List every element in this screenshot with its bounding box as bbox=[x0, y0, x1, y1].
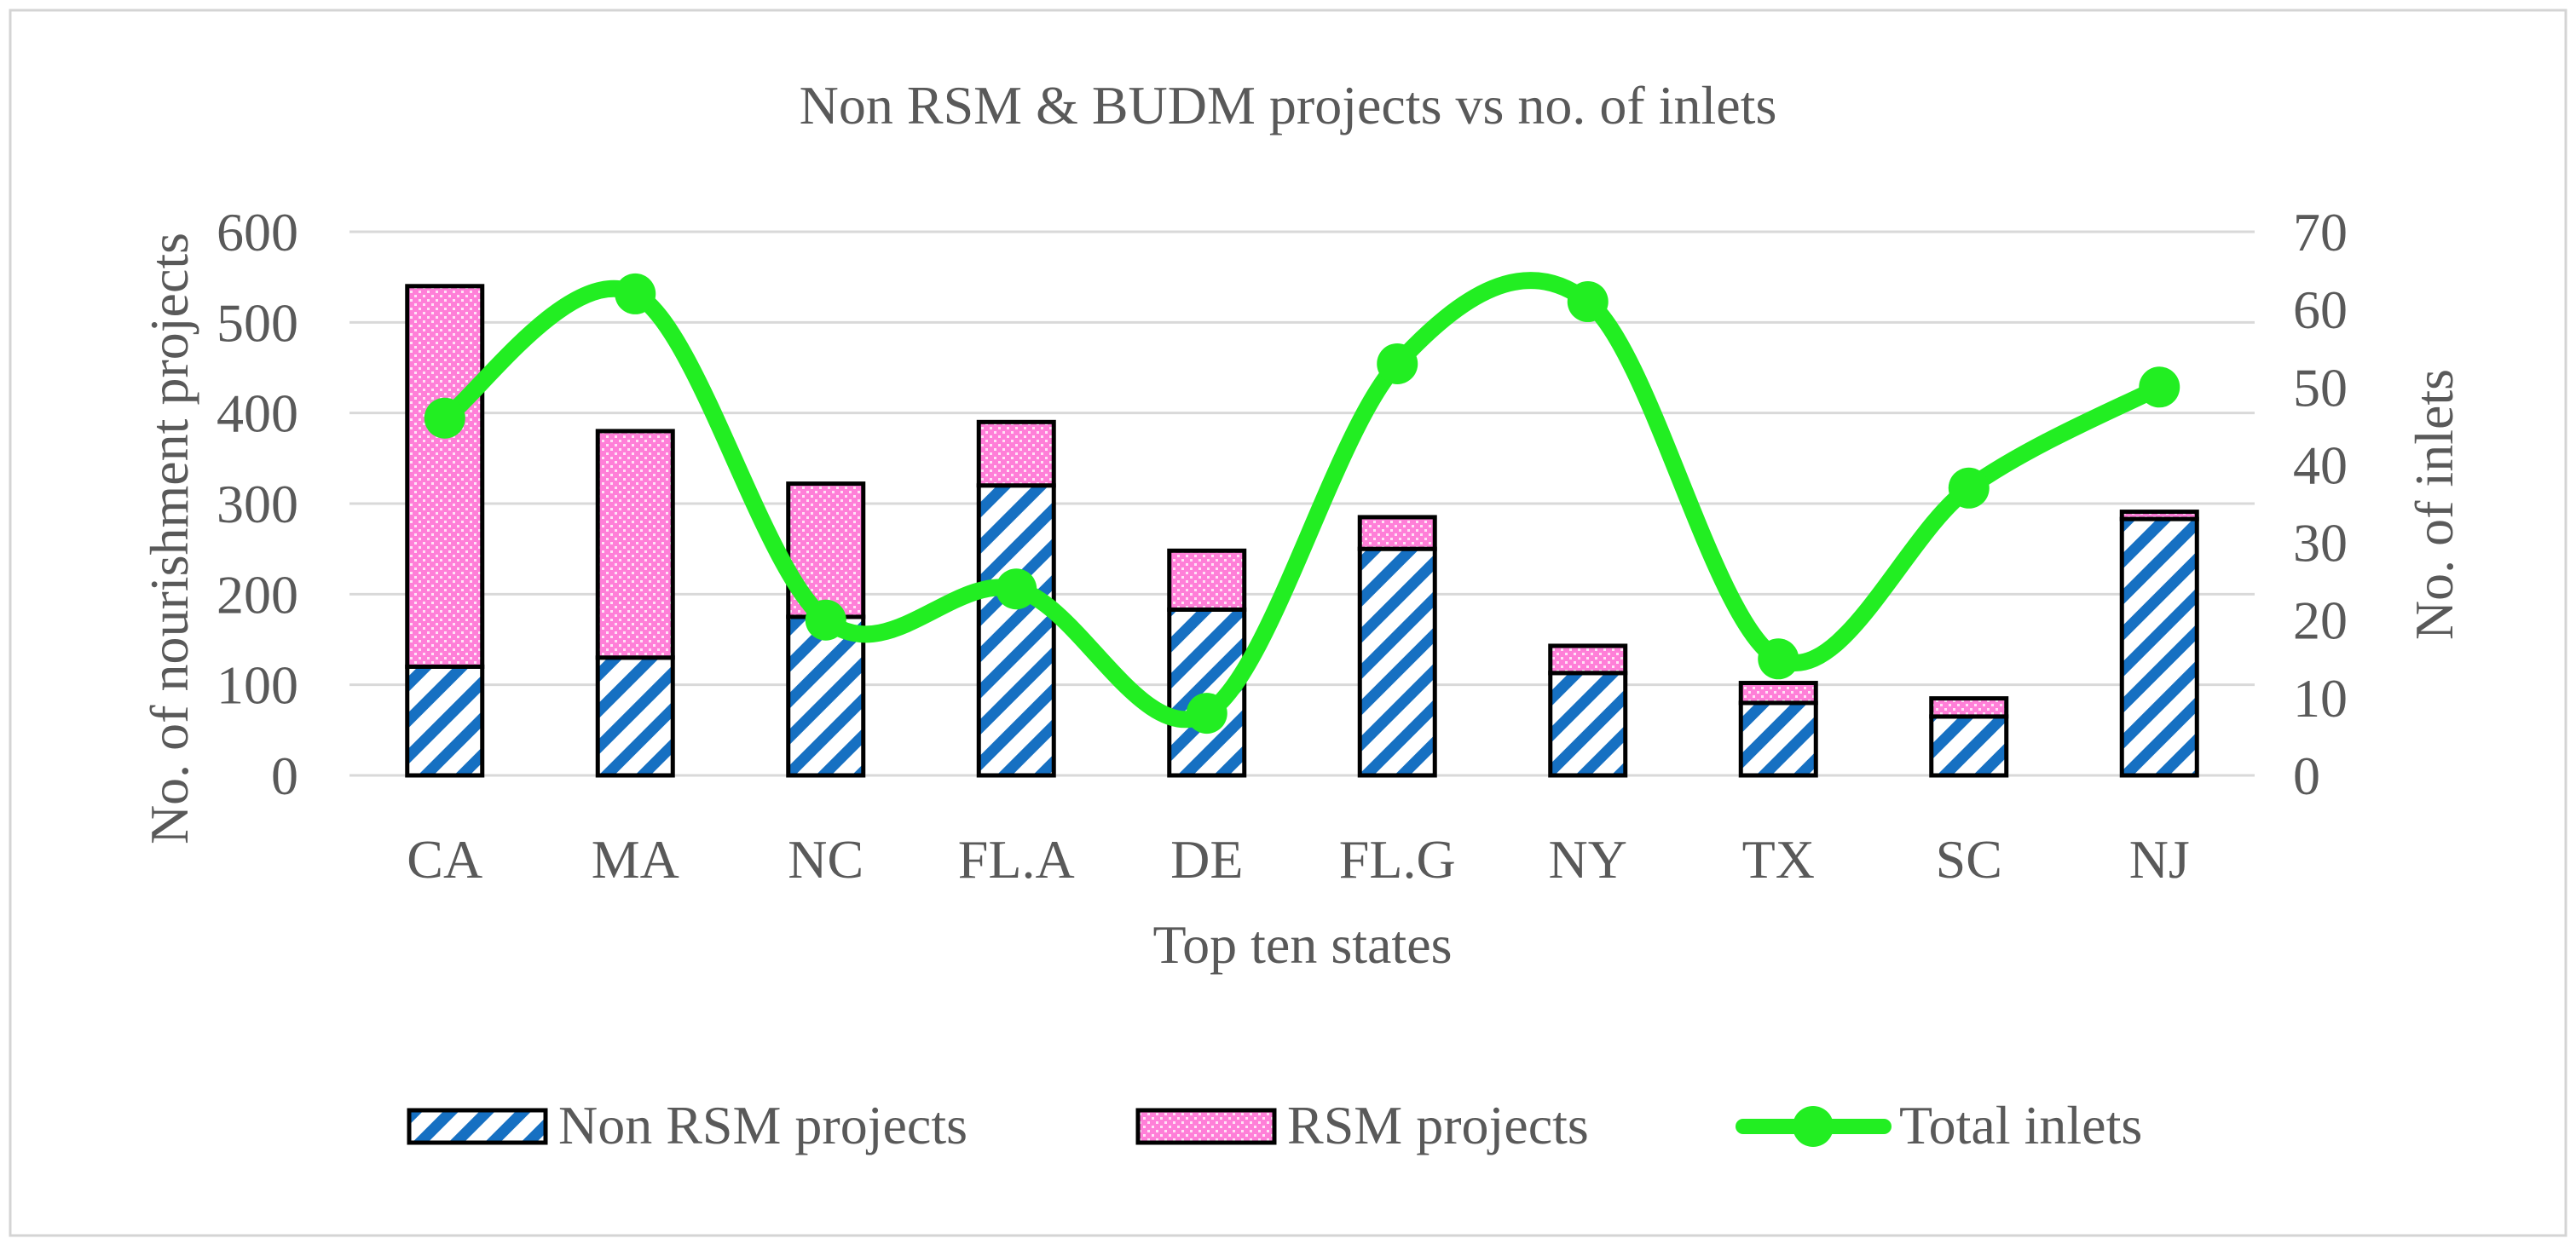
bar-non-rsm-ca bbox=[405, 664, 485, 778]
x-tick-label: MA bbox=[592, 829, 679, 890]
bar-rsm-tx bbox=[1738, 681, 1818, 706]
y2-axis-label: No. of inlets bbox=[2404, 369, 2464, 640]
x-tick-label: NY bbox=[1549, 829, 1627, 890]
x-tick-label: FL.G bbox=[1339, 829, 1456, 890]
x-axis-ticks: CA MA NC FL.A DE FL.G NY TX SC NJ bbox=[407, 829, 2190, 890]
y-tick-label: 300 bbox=[217, 474, 298, 534]
y2-tick-label: 10 bbox=[2293, 668, 2348, 729]
y-tick-label: 200 bbox=[217, 564, 298, 625]
y2-tick-label: 0 bbox=[2293, 746, 2320, 806]
total-inlets-point-ca bbox=[424, 397, 465, 439]
bar-rsm-ny bbox=[1548, 643, 1628, 676]
bar-rsm-de bbox=[1167, 548, 1247, 612]
bar-non-rsm-fla bbox=[976, 483, 1056, 778]
total-inlets-point-ma bbox=[615, 273, 656, 314]
bar-non-rsm-tx bbox=[1738, 700, 1818, 778]
y2-tick-label: 70 bbox=[2293, 202, 2348, 262]
bars bbox=[405, 284, 2199, 778]
bar-non-rsm-nc bbox=[786, 614, 866, 778]
total-inlets-line bbox=[436, 272, 2169, 729]
total-inlets-point-sc bbox=[1948, 467, 1990, 509]
bar-rsm-fla bbox=[976, 419, 1056, 488]
total-inlets-point-de bbox=[1186, 693, 1227, 734]
y-tick-label: 0 bbox=[271, 746, 298, 806]
legend: Non RSM projects RSM projects Total inle… bbox=[407, 1095, 2142, 1155]
bar-non-rsm-ma bbox=[595, 655, 675, 778]
bar-rsm-ca bbox=[405, 284, 485, 669]
total-inlets-point-ny bbox=[1567, 281, 1609, 323]
y2-tick-label: 60 bbox=[2293, 279, 2348, 340]
total-inlets-point-nc bbox=[805, 599, 846, 641]
y2-tick-label: 50 bbox=[2293, 357, 2348, 418]
y2-tick-label: 30 bbox=[2293, 513, 2348, 573]
x-tick-label: FL.A bbox=[958, 829, 1075, 890]
chart-title: Non RSM & BUDM projects vs no. of inlets bbox=[800, 75, 1777, 135]
x-tick-label: TX bbox=[1742, 829, 1815, 890]
y2-tick-label: 20 bbox=[2293, 590, 2348, 651]
x-tick-label: CA bbox=[407, 829, 482, 890]
bar-non-rsm-ny bbox=[1548, 671, 1628, 778]
x-tick-label: SC bbox=[1936, 829, 2002, 890]
total-inlets-point-fla bbox=[996, 568, 1037, 610]
line-series bbox=[424, 272, 2180, 734]
legend-label-total-inlets: Total inlets bbox=[1899, 1095, 2142, 1155]
y-tick-label: 600 bbox=[217, 202, 298, 262]
y2-tick-label: 40 bbox=[2293, 435, 2348, 495]
x-tick-label: NC bbox=[788, 829, 863, 890]
legend-swatch-non-rsm bbox=[407, 1108, 548, 1145]
bar-rsm-nj bbox=[2119, 510, 2199, 521]
x-tick-label: DE bbox=[1170, 829, 1243, 890]
y-tick-label: 100 bbox=[217, 655, 298, 716]
legend-label-non-rsm: Non RSM projects bbox=[558, 1095, 967, 1155]
y2-axis-ticks: 0 10 20 30 40 50 60 70 bbox=[2293, 202, 2348, 806]
total-inlets-point-nj bbox=[2139, 366, 2180, 408]
total-inlets-point-tx bbox=[1758, 638, 1799, 680]
legend-label-rsm: RSM projects bbox=[1287, 1095, 1589, 1155]
bar-non-rsm-nj bbox=[2119, 516, 2199, 778]
legend-swatch-rsm bbox=[1135, 1108, 1277, 1145]
bar-non-rsm-flg bbox=[1357, 546, 1437, 778]
y-axis-ticks: 0 100 200 300 400 500 600 bbox=[217, 202, 298, 806]
y-tick-label: 400 bbox=[217, 383, 298, 444]
legend-marker-total-inlets bbox=[1793, 1106, 1834, 1147]
y-tick-label: 500 bbox=[217, 292, 298, 353]
x-tick-label: NJ bbox=[2129, 829, 2190, 890]
y-axis-label: No. of nourishment projects bbox=[139, 233, 199, 844]
total-inlets-point-flg bbox=[1377, 343, 1418, 384]
x-axis-label: Top ten states bbox=[1153, 914, 1453, 975]
bar-rsm-sc bbox=[1929, 696, 2009, 719]
bar-rsm-flg bbox=[1357, 515, 1437, 551]
bar-non-rsm-sc bbox=[1929, 714, 2009, 778]
bar-rsm-ma bbox=[595, 429, 675, 660]
